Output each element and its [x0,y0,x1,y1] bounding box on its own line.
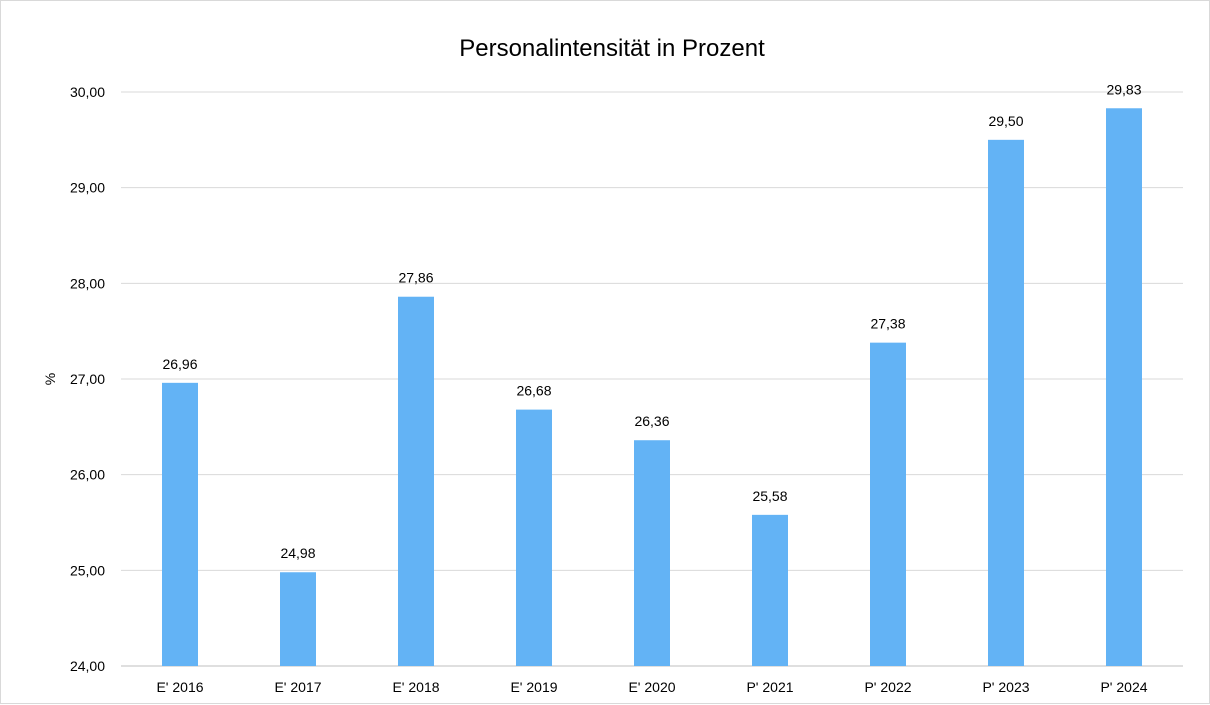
x-tick-label: P' 2022 [864,679,911,695]
x-tick-label: E' 2017 [274,679,321,695]
data-labels: 26,96 24,98 27,86 26,68 26,36 25,58 27,38 29,50… [162,81,1141,561]
bar [988,139,1024,667]
x-tick-label: P' 2023 [982,679,1029,695]
bar [516,409,552,666]
data-label: 24,98 [280,545,315,561]
y-axis-label: % [42,373,58,385]
y-tick-label: 27,00 [70,371,105,387]
x-tick-label: P' 2021 [746,679,793,695]
y-tick-label: 26,00 [70,467,105,483]
data-label: 27,86 [398,270,433,286]
data-label: 26,68 [516,383,551,399]
y-tick-label: 30,00 [70,84,105,100]
data-label: 26,36 [634,413,669,429]
x-tick-label: E' 2019 [510,679,557,695]
chart-title: Personalintensität in Prozent [459,35,765,62]
y-tick-label: 25,00 [70,562,105,578]
data-label: 27,38 [870,316,905,332]
data-label: 26,96 [162,356,197,372]
y-tick-label: 29,00 [70,180,105,196]
x-tick-label: E' 2020 [628,679,675,695]
bar [1106,108,1142,667]
bar [280,572,316,666]
bar [634,440,670,666]
data-label: 25,58 [752,488,787,504]
data-label: 29,50 [988,113,1023,129]
y-tick-label: 24,00 [70,658,105,674]
y-tick-label: 28,00 [70,275,105,291]
bar [162,382,198,666]
x-tick-label: E' 2018 [392,679,439,695]
y-tick-labels: 24,00 25,00 26,00 27,00 28,00 29,00 30,00 [70,84,105,674]
x-tick-labels: E' 2016 E' 2017 E' 2018 E' 2019 E' 2020 P' 20… [156,679,1147,695]
x-tick-label: E' 2016 [156,679,203,695]
bars [162,108,1142,667]
bar [752,514,788,666]
bar [398,296,434,666]
data-label: 29,83 [1106,81,1141,97]
bar [870,342,906,666]
x-tick-label: P' 2024 [1100,679,1147,695]
